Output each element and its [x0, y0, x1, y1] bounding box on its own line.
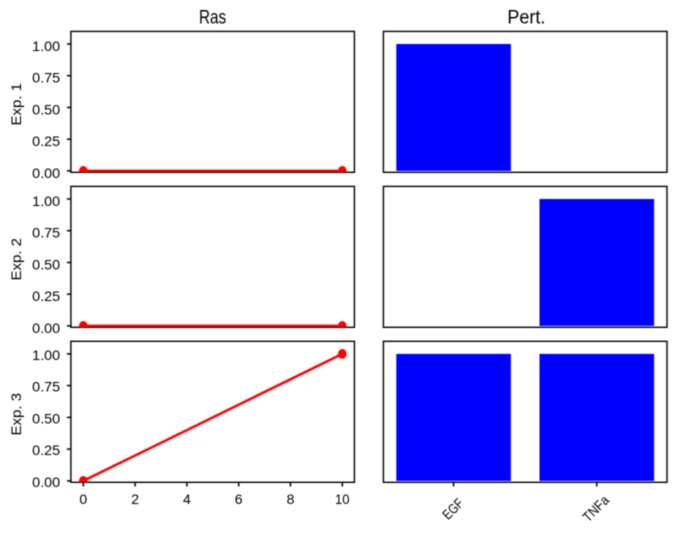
- svg-text:1.00: 1.00: [32, 193, 60, 209]
- svg-text:0: 0: [79, 491, 87, 507]
- svg-text:Exp. 1: Exp. 1: [8, 83, 24, 126]
- svg-text:0.75: 0.75: [32, 379, 60, 395]
- svg-text:1.00: 1.00: [32, 347, 60, 363]
- svg-text:0.50: 0.50: [32, 410, 60, 426]
- svg-text:0.00: 0.00: [32, 320, 60, 336]
- svg-text:0.50: 0.50: [32, 101, 60, 117]
- svg-text:0.50: 0.50: [32, 256, 60, 272]
- svg-text:2: 2: [131, 491, 139, 507]
- svg-text:Pert.: Pert.: [507, 8, 545, 29]
- svg-text:0.25: 0.25: [32, 288, 60, 304]
- svg-text:1.00: 1.00: [32, 38, 60, 54]
- svg-text:4: 4: [183, 491, 191, 507]
- svg-text:Exp. 3: Exp. 3: [8, 393, 24, 436]
- svg-text:6: 6: [235, 491, 243, 507]
- svg-text:8: 8: [287, 491, 295, 507]
- svg-text:0.25: 0.25: [32, 133, 60, 149]
- svg-text:0.00: 0.00: [32, 165, 60, 181]
- svg-text:Exp. 2: Exp. 2: [8, 238, 24, 281]
- svg-text:0.75: 0.75: [32, 70, 60, 86]
- svg-text:Ras: Ras: [199, 8, 226, 29]
- svg-text:10: 10: [335, 491, 350, 507]
- svg-text:0.25: 0.25: [32, 442, 60, 458]
- svg-text:0.00: 0.00: [32, 474, 60, 490]
- svg-text:0.75: 0.75: [32, 225, 60, 241]
